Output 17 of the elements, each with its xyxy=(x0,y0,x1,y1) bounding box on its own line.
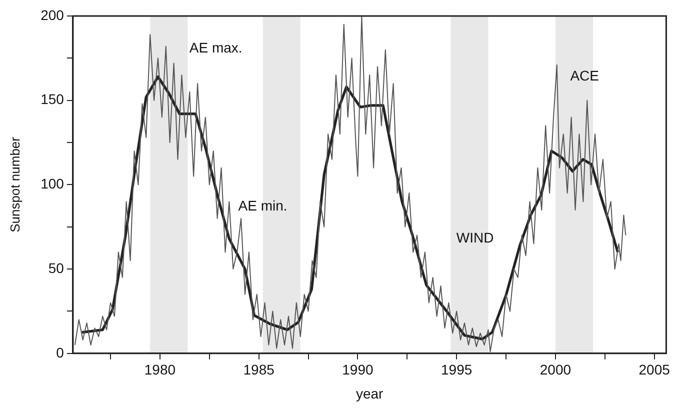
x-tick-label: 2000 xyxy=(540,362,572,378)
band-label: AE min. xyxy=(238,198,288,214)
x-tick-label: 2005 xyxy=(638,362,670,378)
y-tick-label: 0 xyxy=(56,344,64,360)
x-tick-label: 1990 xyxy=(342,362,374,378)
band-label: AE max. xyxy=(189,40,242,56)
x-tick-label: 1985 xyxy=(243,362,275,378)
band-label: WIND xyxy=(456,230,494,246)
y-tick-label: 100 xyxy=(40,176,64,192)
x-axis-title: year xyxy=(356,385,384,402)
y-tick-label: 150 xyxy=(40,91,64,108)
y-tick-label: 200 xyxy=(40,6,64,23)
x-tick-label: 1980 xyxy=(144,362,176,378)
band-label: ACE xyxy=(570,68,599,84)
y-tick-label: 50 xyxy=(48,260,64,276)
y-axis-title: Sunspot number xyxy=(7,136,22,232)
x-tick-label: 1995 xyxy=(441,362,472,378)
